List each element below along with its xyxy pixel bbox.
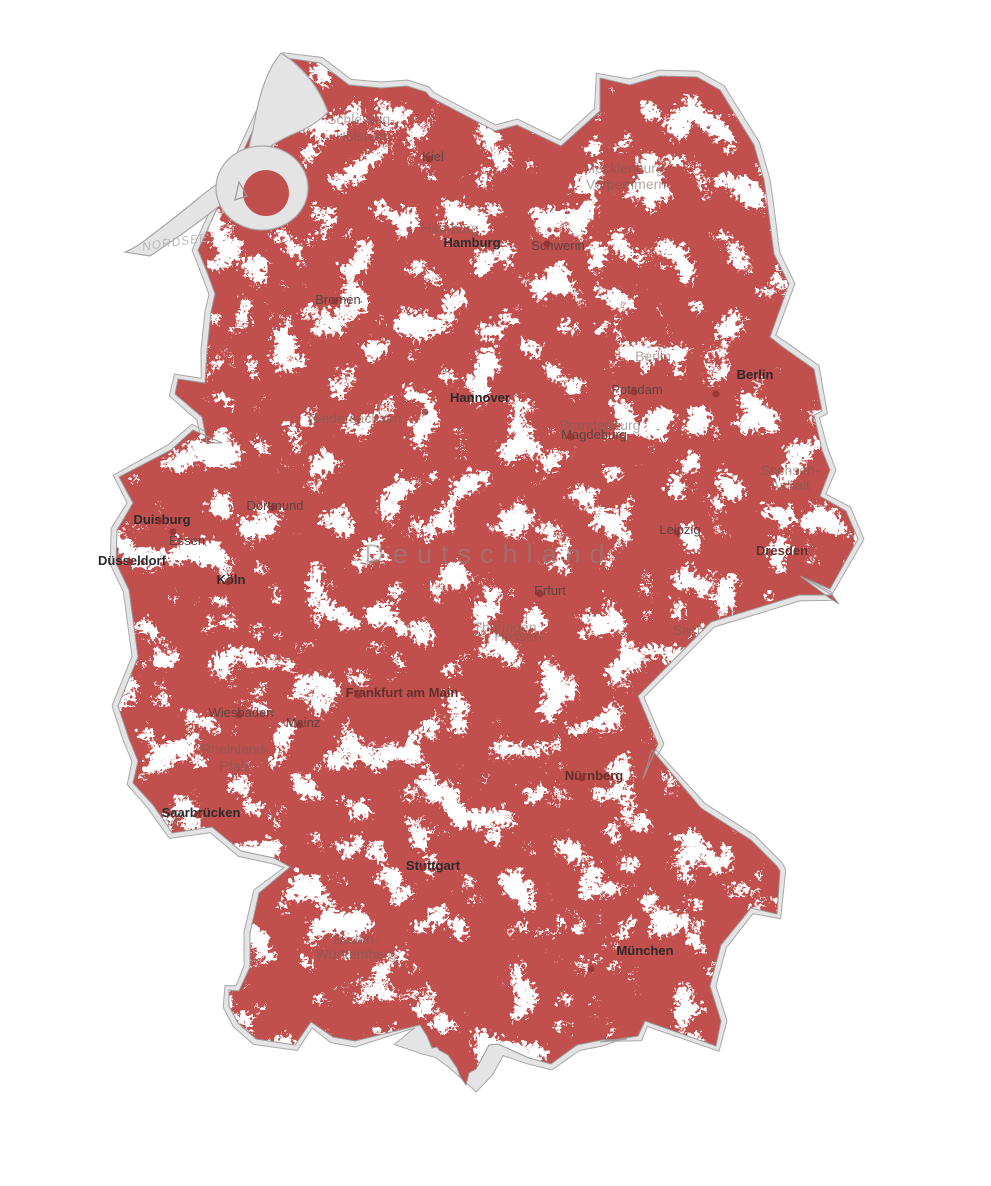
svg-text:Bayern: Bayern [708,791,752,807]
svg-text:Niedersachsen: Niedersachsen [308,410,401,426]
svg-text:Rheinland-: Rheinland- [201,741,269,757]
svg-text:Deutschland: Deutschland [364,539,613,569]
svg-text:Hessen: Hessen [494,628,541,644]
svg-text:Anhalt: Anhalt [770,477,810,493]
svg-text:Württemberg: Württemberg [316,946,397,962]
svg-text:Vorpommern: Vorpommern [586,176,666,192]
svg-text:Schleswig-: Schleswig- [327,111,395,127]
svg-text:Hamburg: Hamburg [421,220,479,236]
svg-text:Berlin: Berlin [635,348,671,364]
svg-text:Holstein: Holstein [336,128,387,144]
svg-text:Baden-: Baden- [333,931,378,947]
svg-text:Pfalz: Pfalz [219,758,250,774]
svg-text:Mecklenburg-: Mecklenburg- [584,160,669,176]
svg-text:Sachsen-: Sachsen- [760,462,819,478]
